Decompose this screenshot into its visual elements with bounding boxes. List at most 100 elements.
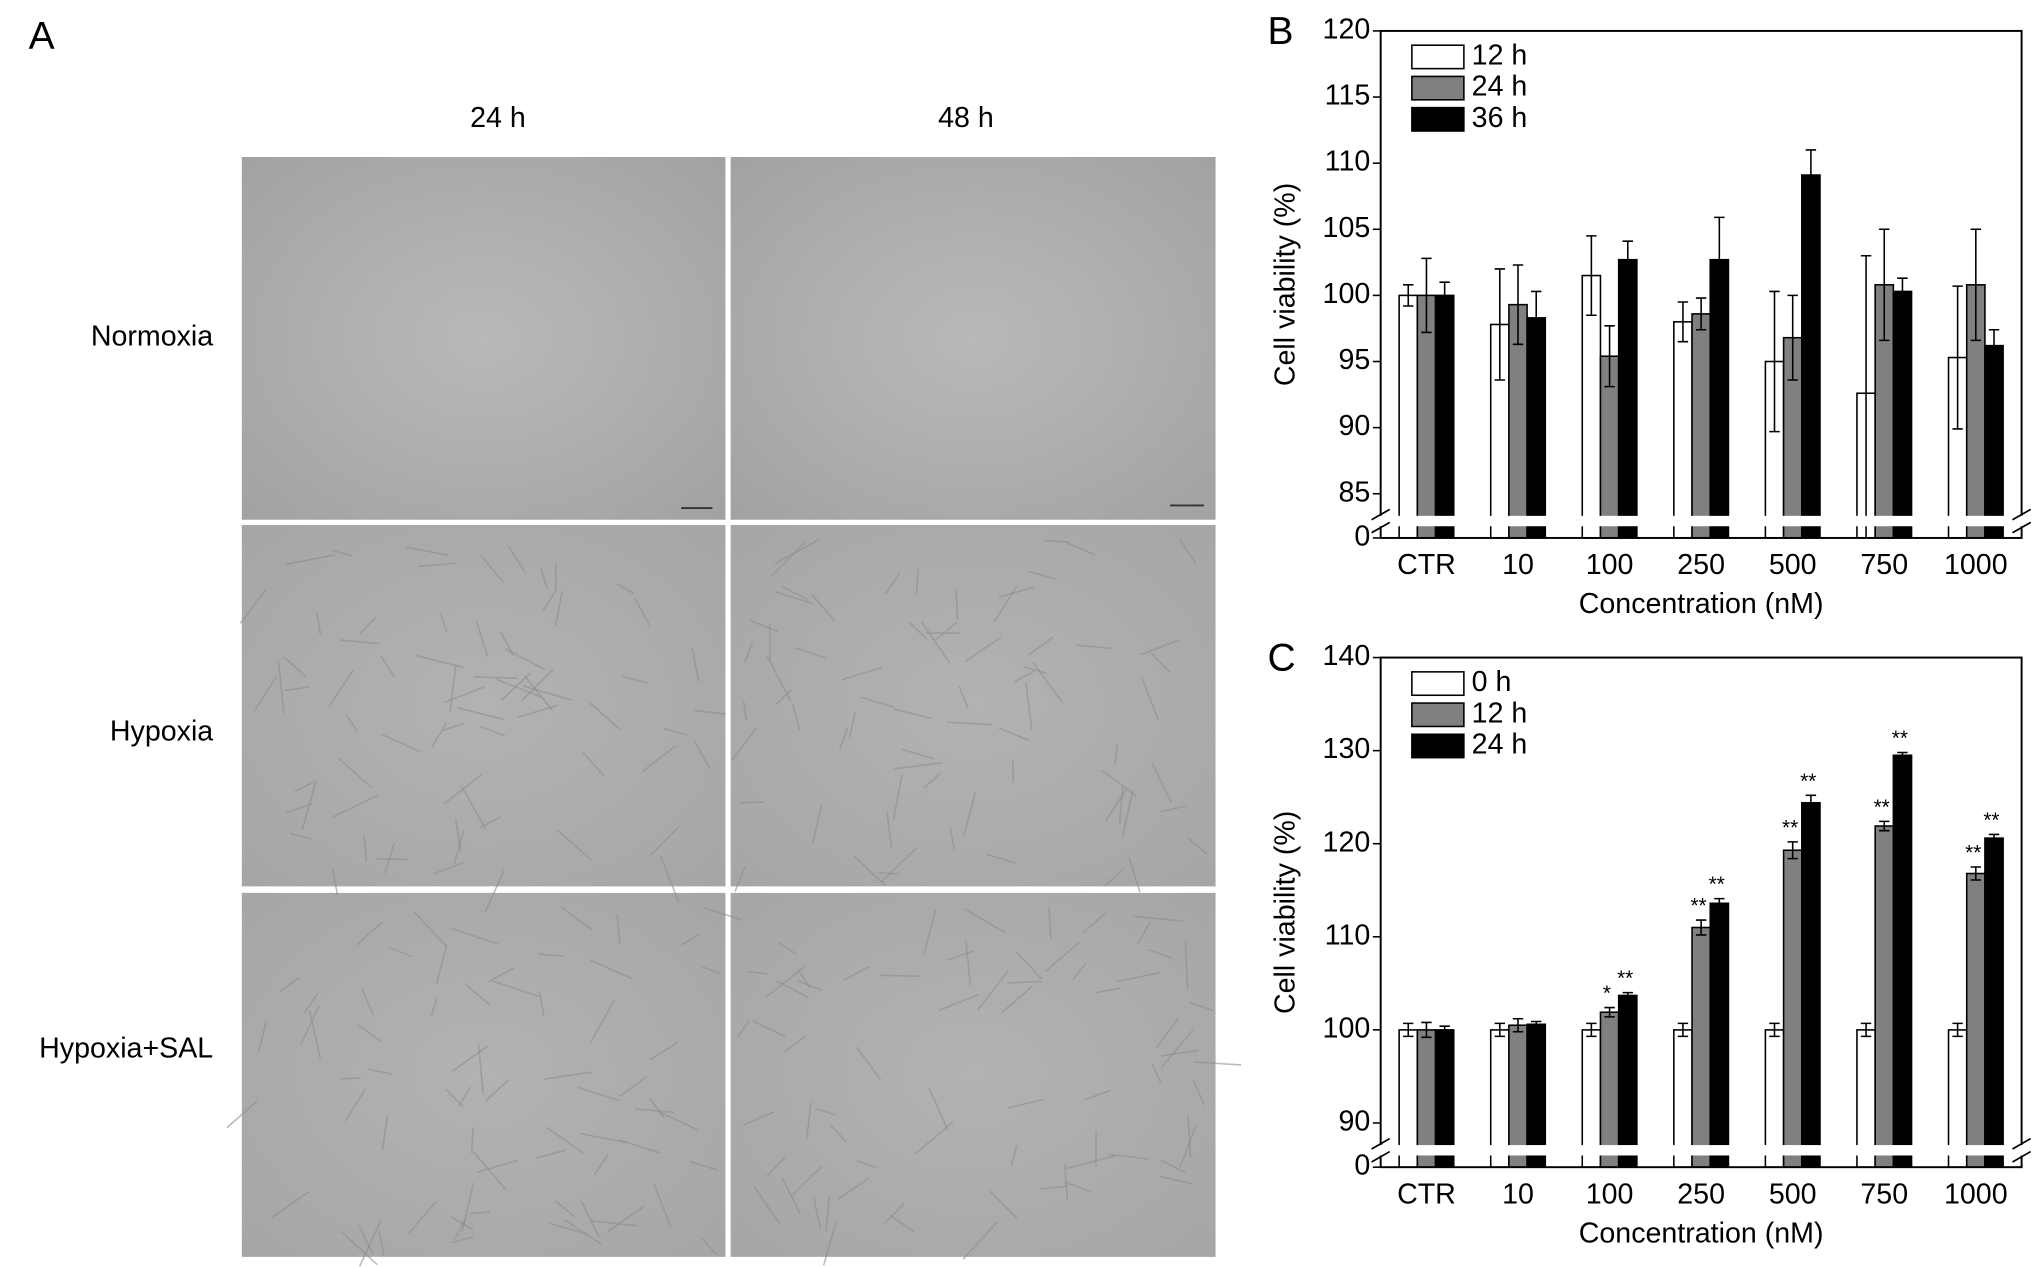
cell [340, 1230, 378, 1266]
x-axis-label: Concentration (nM) [1579, 588, 1824, 620]
cell [476, 1159, 519, 1174]
cell [657, 1110, 699, 1131]
error-bar [1970, 866, 1982, 881]
error-bar [1879, 820, 1890, 832]
column-label: 48 h [938, 102, 994, 134]
cell [439, 612, 448, 633]
bar [1691, 313, 1712, 539]
cell [564, 1219, 602, 1245]
cell [774, 689, 792, 706]
cell [749, 619, 778, 633]
panel-label: B [1268, 10, 1294, 53]
cell [576, 1086, 621, 1102]
error-bar [1805, 794, 1817, 811]
cell [607, 1205, 645, 1233]
significance: ** [1892, 727, 1908, 750]
cell [358, 1219, 382, 1267]
error-bar [1787, 841, 1798, 860]
significance: ** [1800, 770, 1816, 793]
row-label: Hypoxia [110, 716, 213, 748]
cell [1155, 1016, 1180, 1049]
cell [239, 589, 267, 624]
cell [775, 980, 809, 999]
x-tick-label: 100 [1586, 549, 1634, 581]
cell [780, 585, 809, 601]
cell [813, 1198, 822, 1230]
cell [549, 1222, 588, 1236]
cell [433, 861, 465, 875]
cell [284, 686, 311, 692]
cell [653, 1183, 672, 1227]
cell [914, 1121, 954, 1155]
cell [805, 1102, 812, 1140]
cell [431, 722, 448, 748]
x-tick-label: 250 [1677, 1178, 1725, 1210]
cell [731, 726, 758, 762]
cell [965, 940, 972, 986]
cell [556, 829, 593, 861]
y-tick-label: 0 [1354, 521, 1370, 553]
cell [283, 656, 307, 678]
axis-break [1371, 1137, 1391, 1150]
axis-break [2012, 1150, 2032, 1163]
cell [477, 1044, 485, 1095]
axis-break [1371, 1150, 1391, 1163]
cell [473, 676, 518, 679]
cell [1104, 788, 1128, 822]
cell [641, 745, 677, 773]
row-label: Hypoxia+SAL [39, 1033, 213, 1065]
cell [1178, 538, 1197, 564]
legend-swatch [1411, 671, 1465, 697]
bar [1874, 825, 1895, 1168]
cell [812, 804, 823, 843]
cell [616, 914, 621, 944]
cell [908, 621, 928, 640]
cell [1116, 971, 1161, 983]
axis-break-gap [1365, 515, 2032, 527]
legend-label: 12 h [1472, 39, 1528, 71]
cell [331, 549, 352, 557]
micrograph [241, 524, 726, 887]
cell [694, 741, 711, 770]
cell [488, 967, 515, 983]
bar [1892, 754, 1913, 1168]
y-tick-label: 120 [1323, 13, 1371, 45]
error-bar [1604, 1006, 1615, 1018]
error-bar [1439, 281, 1450, 310]
cell [811, 593, 836, 622]
cell [579, 1132, 628, 1144]
cell [358, 1224, 374, 1255]
cell [822, 1222, 837, 1266]
cell [892, 773, 903, 820]
cell [989, 1190, 1018, 1220]
cell [1044, 941, 1080, 973]
cell [226, 1100, 258, 1129]
cell [746, 970, 768, 975]
cell [308, 1010, 322, 1059]
y-axis-label: Cell viability (%) [1270, 183, 1302, 386]
error-bar [1439, 1025, 1450, 1035]
cell [478, 815, 501, 829]
error-bar [1988, 328, 2000, 363]
x-tick-label: 500 [1769, 1178, 1817, 1210]
cell [413, 911, 448, 948]
cell [893, 708, 933, 720]
error-bar [1403, 1022, 1414, 1038]
cell [418, 562, 457, 568]
error-bar [1494, 1022, 1506, 1038]
y-tick-label: 100 [1323, 278, 1371, 310]
legend-swatch [1411, 733, 1465, 759]
y-axis-label: Cell viability (%) [1270, 811, 1302, 1014]
x-tick-label: 500 [1769, 549, 1817, 581]
cell [523, 675, 554, 712]
legend-swatch [1411, 44, 1465, 70]
y-tick-label: 100 [1323, 1012, 1371, 1044]
cell [461, 1182, 475, 1232]
cell [589, 702, 621, 730]
cell [884, 572, 901, 595]
cell [650, 825, 680, 856]
axis-break [1371, 521, 1391, 534]
cell [478, 725, 506, 737]
plot-frame [1379, 29, 2023, 539]
y-tick-label: 120 [1323, 826, 1371, 858]
